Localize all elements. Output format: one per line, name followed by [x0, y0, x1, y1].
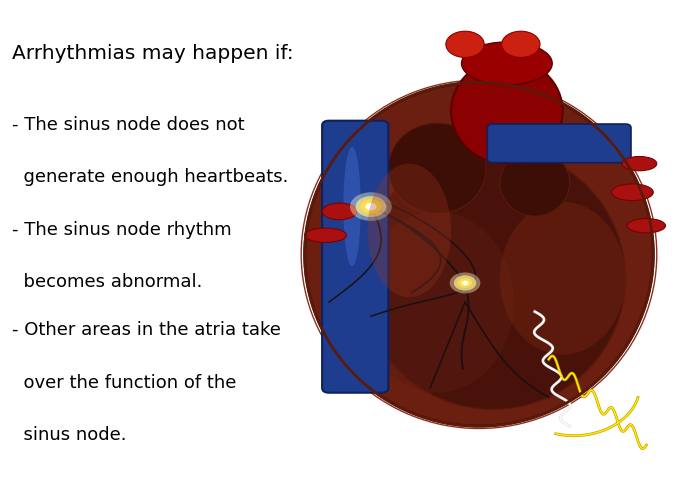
Circle shape [461, 281, 468, 285]
Circle shape [360, 199, 382, 214]
Circle shape [350, 192, 392, 221]
Ellipse shape [500, 149, 570, 216]
Ellipse shape [461, 42, 552, 85]
Text: becomes abnormal.: becomes abnormal. [12, 274, 202, 291]
Circle shape [365, 203, 377, 210]
FancyBboxPatch shape [322, 120, 388, 393]
Text: Arrhythmias may happen if:: Arrhythmias may happen if: [12, 44, 293, 63]
Ellipse shape [612, 184, 653, 201]
Ellipse shape [304, 228, 346, 242]
Ellipse shape [322, 203, 357, 220]
Ellipse shape [389, 123, 486, 214]
Ellipse shape [622, 156, 657, 171]
Ellipse shape [344, 147, 360, 266]
Text: - Other areas in the atria take: - Other areas in the atria take [12, 321, 281, 339]
Ellipse shape [360, 211, 514, 393]
Text: over the function of the: over the function of the [12, 373, 236, 392]
Ellipse shape [304, 83, 653, 426]
Ellipse shape [446, 31, 484, 58]
Ellipse shape [627, 218, 666, 233]
Text: sinus node.: sinus node. [12, 426, 126, 444]
Circle shape [356, 196, 386, 217]
Circle shape [449, 273, 480, 293]
Ellipse shape [451, 59, 563, 164]
Ellipse shape [502, 31, 540, 58]
Ellipse shape [500, 202, 625, 355]
Circle shape [458, 278, 472, 288]
FancyBboxPatch shape [487, 124, 631, 163]
Ellipse shape [360, 147, 625, 409]
Circle shape [454, 276, 476, 290]
Text: - The sinus node rhythm: - The sinus node rhythm [12, 221, 232, 239]
Ellipse shape [368, 164, 451, 297]
Text: - The sinus node does not: - The sinus node does not [12, 116, 244, 134]
Text: generate enough heartbeats.: generate enough heartbeats. [12, 168, 288, 186]
